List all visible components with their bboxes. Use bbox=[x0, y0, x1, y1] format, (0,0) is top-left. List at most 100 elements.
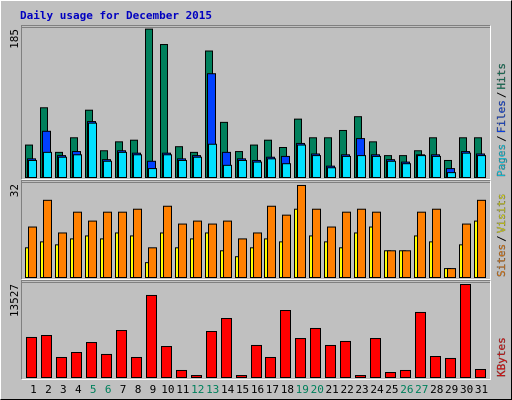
panel-edge-light bbox=[21, 25, 491, 180]
bar bbox=[253, 161, 262, 178]
legend: Pages/Files/Hits bbox=[495, 63, 508, 177]
bar bbox=[462, 152, 471, 178]
x-tick-label: 4 bbox=[75, 383, 82, 396]
x-tick-label: 18 bbox=[281, 383, 294, 396]
bar bbox=[342, 211, 351, 278]
bar bbox=[445, 357, 456, 378]
x-tick-label: 16 bbox=[251, 383, 264, 396]
x-tick-label: 24 bbox=[370, 383, 384, 396]
bar bbox=[236, 375, 247, 379]
panel-edge-dark bbox=[21, 25, 491, 180]
bar bbox=[116, 330, 127, 379]
bar bbox=[133, 154, 142, 179]
bar bbox=[297, 184, 306, 278]
bar bbox=[372, 155, 381, 178]
x-tick-label: 12 bbox=[191, 383, 204, 396]
bar bbox=[402, 250, 411, 278]
x-tick-label: 9 bbox=[150, 383, 157, 396]
x-tick-label: 10 bbox=[161, 383, 174, 396]
bar bbox=[191, 375, 202, 379]
x-tick-label: 25 bbox=[385, 383, 398, 396]
legend-separator: / bbox=[495, 135, 508, 142]
bar bbox=[58, 156, 67, 179]
bar bbox=[176, 369, 187, 379]
bar bbox=[208, 143, 217, 179]
bar bbox=[387, 160, 396, 178]
bar bbox=[357, 208, 366, 278]
bar bbox=[28, 226, 37, 278]
x-tick-label: 11 bbox=[176, 383, 189, 396]
bar bbox=[73, 154, 82, 179]
legend-entry: Pages bbox=[495, 144, 508, 177]
bar bbox=[101, 353, 112, 379]
bar bbox=[400, 369, 411, 379]
bar bbox=[402, 163, 411, 179]
legend: Sites /Visits bbox=[495, 194, 508, 278]
bar bbox=[447, 268, 456, 278]
panel-edge-light bbox=[21, 280, 491, 380]
bar bbox=[238, 238, 247, 278]
legend-entry: Visits bbox=[495, 194, 508, 234]
bar bbox=[430, 356, 441, 378]
legend-entry: KBytes bbox=[495, 337, 508, 377]
bar bbox=[280, 310, 291, 379]
x-tick-label: 1 bbox=[30, 383, 37, 396]
bar bbox=[28, 159, 37, 179]
bar bbox=[267, 158, 276, 178]
bar bbox=[267, 205, 276, 278]
x-tick-label: 13 bbox=[206, 383, 219, 396]
y-tick-label: 13527 bbox=[8, 284, 21, 317]
bar bbox=[146, 294, 157, 378]
bar bbox=[432, 155, 441, 178]
bar bbox=[355, 375, 366, 379]
bar bbox=[43, 199, 52, 278]
bar bbox=[462, 223, 471, 278]
bar bbox=[370, 338, 381, 378]
bar bbox=[477, 199, 486, 278]
x-tick-label: 29 bbox=[445, 383, 458, 396]
x-tick-label: 7 bbox=[120, 383, 127, 396]
legend-separator: / bbox=[495, 92, 508, 99]
panel-edge-dark bbox=[21, 280, 491, 380]
bar bbox=[282, 163, 291, 179]
bar bbox=[265, 356, 276, 378]
bar bbox=[357, 155, 366, 178]
x-tick-label: 30 bbox=[460, 383, 473, 396]
bar bbox=[178, 159, 187, 179]
x-tick-label: 2 bbox=[45, 383, 52, 396]
bar bbox=[43, 151, 52, 179]
y-tick-label: 32 bbox=[8, 184, 21, 197]
legend-entry: Hits bbox=[495, 63, 508, 90]
bar bbox=[312, 155, 321, 178]
bar bbox=[417, 211, 426, 278]
bar bbox=[133, 208, 142, 278]
x-tick-label: 22 bbox=[340, 383, 353, 396]
panel-edge-dark bbox=[21, 180, 491, 280]
x-tick-label: 26 bbox=[400, 383, 413, 396]
bar bbox=[432, 208, 441, 278]
legend: KBytes bbox=[495, 337, 508, 377]
x-tick-label: 28 bbox=[430, 383, 443, 396]
bar bbox=[297, 144, 306, 178]
bar bbox=[310, 327, 321, 378]
bar bbox=[295, 338, 306, 378]
x-tick-label: 14 bbox=[221, 383, 235, 396]
bar bbox=[208, 223, 217, 278]
bar bbox=[86, 342, 97, 379]
bar bbox=[193, 156, 202, 179]
x-tick-label: 8 bbox=[135, 383, 142, 396]
bar bbox=[447, 172, 456, 178]
bar bbox=[221, 318, 232, 378]
bar bbox=[73, 211, 82, 278]
bar bbox=[387, 250, 396, 278]
bar bbox=[460, 284, 471, 378]
bar bbox=[327, 226, 336, 278]
bar bbox=[282, 214, 291, 278]
bar bbox=[71, 351, 82, 378]
bar bbox=[88, 122, 97, 178]
bar bbox=[163, 205, 172, 278]
bar bbox=[193, 220, 202, 278]
bar bbox=[163, 154, 172, 179]
